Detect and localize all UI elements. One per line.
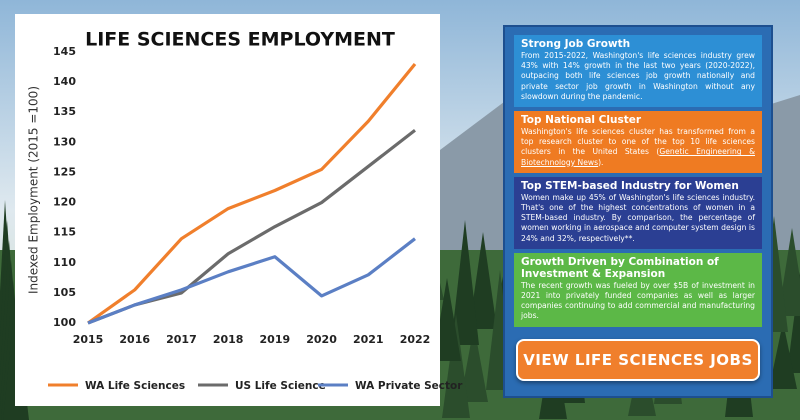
panel-text: ). xyxy=(598,157,604,167)
tree xyxy=(778,228,800,316)
chart-title: LIFE SCIENCES EMPLOYMENT xyxy=(85,29,395,51)
x-tick-label: 2021 xyxy=(353,333,384,346)
legend-label: WA Private Sector xyxy=(355,380,463,392)
x-tick-label: 2016 xyxy=(119,333,150,346)
x-tick-label: 2018 xyxy=(213,333,244,346)
x-tick-label: 2015 xyxy=(73,333,104,346)
panel-body: From 2015-2022, Washington's life scienc… xyxy=(521,51,755,102)
tree xyxy=(451,220,479,345)
y-tick-label: 145 xyxy=(53,45,76,58)
x-tick-label: 2020 xyxy=(306,333,337,346)
legend-label: US Life Science xyxy=(235,380,326,392)
panel: Strong Job Growth From 2015-2022, Washing… xyxy=(514,35,762,108)
y-tick-label: 125 xyxy=(53,165,76,178)
info-panel: Strong Job Growth From 2015-2022, Washing… xyxy=(503,25,773,398)
tree xyxy=(442,314,470,418)
cta-button[interactable]: VIEW LIFE SCIENCES JOBS xyxy=(516,338,760,381)
panel-body: Women make up 45% of Washington's life s… xyxy=(521,193,755,244)
panel-title: Top STEM-based Industry for Women xyxy=(521,179,739,192)
y-tick-label: 100 xyxy=(53,316,76,329)
y-tick-label: 115 xyxy=(53,226,76,239)
tree xyxy=(769,322,797,389)
panel-title: Top National Cluster xyxy=(521,114,642,127)
panel-body: Washington's life sciences cluster has t… xyxy=(521,127,755,168)
panel: Top National Cluster Washington's life sc… xyxy=(514,111,762,173)
panel-link[interactable]: Genetic Engineering & Biotechnology News xyxy=(521,147,755,167)
panel-text: Washington's life sciences cluster has t… xyxy=(521,127,755,157)
panel-body: The recent growth was fueled by over $5B… xyxy=(521,281,755,322)
y-tick-label: 110 xyxy=(53,256,76,269)
panel: Top STEM-based Industry for Women Women m… xyxy=(514,176,762,249)
panel-title: Strong Job Growth xyxy=(521,38,631,50)
panel-text: From 2015-2022, Washington's life scienc… xyxy=(521,51,755,101)
x-tick-label: 2017 xyxy=(166,333,197,346)
x-tick-label: 2022 xyxy=(400,333,431,346)
x-tick-label: 2019 xyxy=(260,333,291,346)
line xyxy=(87,237,416,325)
y-tick-label: 135 xyxy=(53,105,76,118)
tree xyxy=(460,326,488,402)
y-axis-label: Indexed Employment (2015 =100) xyxy=(27,86,41,294)
y-tick-label: 105 xyxy=(53,286,76,299)
tree xyxy=(469,232,497,329)
y-tick-label: 120 xyxy=(53,196,76,209)
line xyxy=(87,63,417,325)
y-tick-label: 130 xyxy=(53,135,76,148)
panel: Growth Driven by Combination of Investme… xyxy=(514,252,762,327)
y-tick-label: 140 xyxy=(53,75,76,88)
panel-title: Growth Driven by Combination of Investme… xyxy=(521,255,719,280)
legend-label: WA Life Sciences xyxy=(85,380,185,392)
panel-text: The recent growth was fueled by over $5B… xyxy=(521,280,755,321)
panel-text: Women make up 45% of Washington's life s… xyxy=(521,192,755,243)
